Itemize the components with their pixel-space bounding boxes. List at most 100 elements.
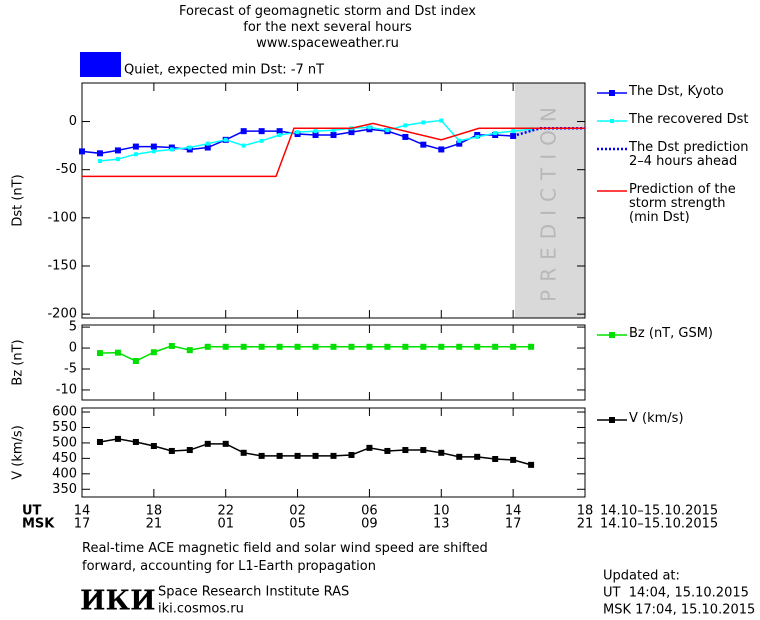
data-point (366, 444, 373, 451)
x-tick-label: 22 (217, 504, 234, 519)
x-tick-label: 18 (146, 504, 163, 519)
updated-ut: UT 14:04, 15.10.2015 (603, 586, 749, 601)
data-point (276, 343, 283, 350)
data-point (493, 131, 498, 136)
data-point (150, 143, 157, 150)
data-point (456, 343, 463, 350)
data-point (385, 128, 390, 133)
y-axis-label: V (km/s) (11, 425, 26, 480)
data-point (456, 453, 463, 460)
data-point (168, 342, 175, 349)
institute: Space Research Institute RAS (158, 585, 349, 600)
data-point (240, 128, 247, 135)
data-point (114, 435, 121, 442)
ut-dates: 14.10–15.10.2015 (600, 504, 718, 519)
legend-marker (609, 90, 615, 96)
x-tick-label-msk: 01 (217, 517, 234, 532)
x-tick-label-msk: 13 (433, 517, 450, 532)
x-tick-label: 10 (433, 504, 450, 519)
ut-label: UT (22, 504, 42, 519)
x-tick-label-msk: 21 (146, 517, 163, 532)
data-point (132, 358, 139, 365)
logo: ИКИ (80, 586, 156, 617)
msk-label: MSK (22, 517, 55, 532)
x-tick-label-msk: 05 (289, 517, 306, 532)
data-point (240, 449, 247, 456)
updated-label: Updated at: (603, 569, 680, 584)
data-point (402, 447, 409, 454)
y-tick-label: -200 (47, 307, 77, 322)
y-tick-label: -50 (56, 162, 77, 177)
msk-dates: 14.10–15.10.2015 (600, 517, 718, 532)
data-point (96, 438, 103, 445)
data-point (384, 447, 391, 454)
data-point (475, 134, 480, 139)
x-tick-label: 18 (577, 504, 594, 519)
y-tick-label: -150 (47, 258, 77, 273)
data-point (151, 149, 156, 154)
legend-label: The Dst, Kyoto (629, 84, 724, 99)
data-point (366, 343, 373, 350)
data-point (168, 447, 175, 454)
data-point (402, 343, 409, 350)
legend-marker (610, 119, 614, 123)
x-tick-label-msk: 17 (74, 517, 91, 532)
data-point (403, 123, 408, 128)
data-point (348, 451, 355, 458)
data-point (312, 132, 319, 139)
panel-frame (81, 82, 586, 319)
x-tick-label-msk: 17 (505, 517, 522, 532)
status-text: Quiet, expected min Dst: -7 nT (124, 63, 324, 78)
data-point (187, 145, 192, 150)
y-tick-label: 350 (52, 482, 77, 497)
data-point (258, 343, 265, 350)
data-point (241, 143, 246, 148)
data-point (492, 455, 499, 462)
data-point (312, 452, 319, 459)
data-point (79, 148, 85, 155)
legend-label: Bz (nT, GSM) (629, 326, 714, 341)
panel-frame (81, 324, 586, 401)
site: iki.cosmos.ru (158, 602, 244, 617)
data-point (456, 140, 463, 147)
data-point (259, 138, 264, 143)
data-point (115, 157, 120, 162)
data-point (97, 159, 102, 164)
data-point (330, 132, 337, 139)
data-point (150, 443, 157, 450)
data-point (420, 141, 427, 148)
data-point (402, 133, 409, 140)
data-point (438, 146, 445, 153)
data-point (528, 343, 535, 350)
data-point (240, 343, 247, 350)
data-point (114, 147, 121, 154)
series-line (99, 438, 532, 466)
data-point (186, 347, 193, 354)
data-point (294, 343, 301, 350)
data-point (313, 129, 318, 134)
data-point (150, 349, 157, 356)
data-point (421, 120, 426, 125)
data-point (205, 141, 210, 146)
data-point (420, 447, 427, 454)
data-point (511, 129, 516, 134)
y-tick-label: -5 (64, 361, 77, 376)
y-tick-label: 5 (69, 320, 77, 335)
data-point (474, 453, 481, 460)
prediction-label: PREDICTION (536, 99, 560, 302)
data-point (258, 128, 265, 135)
x-tick-label-msk: 09 (361, 517, 378, 532)
legend-label: V (km/s) (629, 411, 684, 426)
data-point (96, 350, 103, 357)
legend-label: The recovered Dst (629, 112, 749, 127)
x-tick-label: 14 (74, 504, 91, 519)
data-point (223, 137, 228, 142)
data-point (330, 343, 337, 350)
data-point (204, 144, 211, 151)
y-tick-label: 400 (52, 466, 77, 481)
status-box (80, 52, 121, 77)
x-tick-label: 06 (361, 504, 378, 519)
data-point (384, 343, 391, 350)
panel-frame (81, 407, 586, 498)
